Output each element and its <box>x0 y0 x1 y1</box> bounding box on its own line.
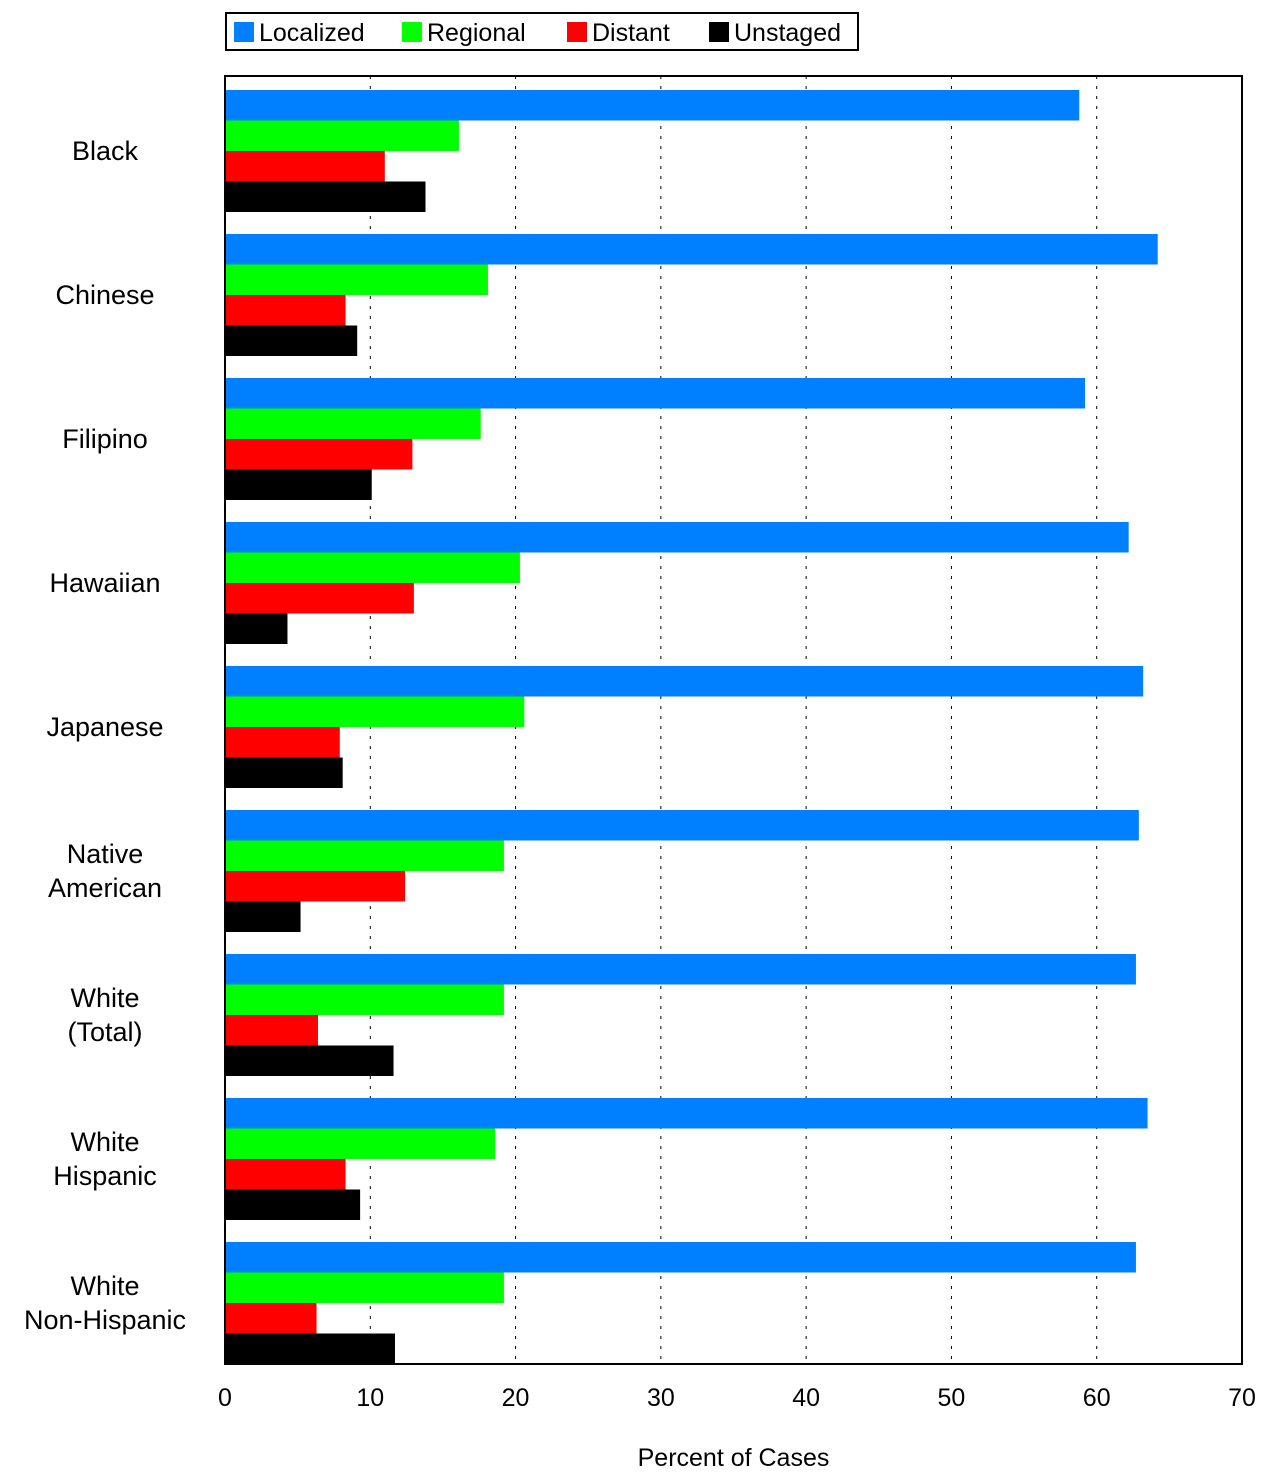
bar-unstaged <box>225 901 301 932</box>
bar-distant <box>225 1015 318 1046</box>
bar-unstaged <box>225 325 358 356</box>
category-label-line: White <box>70 1271 139 1301</box>
x-tick-label: 40 <box>792 1384 820 1412</box>
legend-swatch-unstaged <box>709 22 729 42</box>
x-axis-label: Percent of Cases <box>638 1444 830 1472</box>
legend-label-localized: Localized <box>259 19 365 47</box>
bar-localized <box>225 666 1144 697</box>
x-tick-label: 30 <box>647 1384 675 1412</box>
bar-distant <box>225 1303 317 1334</box>
category-label: Chinese <box>55 280 154 310</box>
legend: Localized Regional Distant Unstaged <box>225 12 859 51</box>
bar-regional <box>225 840 504 871</box>
category-label-line: Chinese <box>55 280 154 310</box>
bar-localized <box>225 90 1080 121</box>
bar-regional <box>225 696 525 727</box>
bar-distant <box>225 439 413 470</box>
bar-distant <box>225 295 346 326</box>
category-label: White Non-Hispanic <box>24 1271 186 1335</box>
bar-distant <box>225 1159 346 1190</box>
category-label-line: Japanese <box>46 712 163 742</box>
bar-unstaged <box>225 1333 395 1364</box>
bar-regional <box>225 264 488 295</box>
bar-localized <box>225 522 1129 553</box>
bar-unstaged <box>225 1189 361 1220</box>
category-label: Japanese <box>46 712 163 742</box>
bar-regional <box>225 408 481 439</box>
bar-distant <box>225 583 414 614</box>
bar-regional <box>225 984 504 1015</box>
category-label: Hawaiian <box>49 568 160 598</box>
x-tick-label: 50 <box>938 1384 966 1412</box>
legend-label-unstaged: Unstaged <box>734 19 841 47</box>
category-label: Black <box>72 136 139 166</box>
bar-localized <box>225 1098 1148 1129</box>
legend-swatch-distant <box>567 22 587 42</box>
bar-distant <box>225 871 406 902</box>
bar-regional <box>225 120 459 151</box>
category-label-line: White <box>70 983 139 1013</box>
legend-box <box>225 12 859 51</box>
x-tick-label: 60 <box>1083 1384 1111 1412</box>
bar-unstaged <box>225 469 372 500</box>
plot-frame <box>224 75 1243 1365</box>
category-label: Filipino <box>62 424 148 454</box>
category-label: Native American <box>48 839 162 903</box>
category-labels: Black Chinese Filipino Hawaiian Japanese Nati… <box>24 136 186 1335</box>
bar-regional <box>225 1128 496 1159</box>
category-label-line: Non-Hispanic <box>24 1305 186 1335</box>
bar-distant <box>225 151 385 182</box>
bar-unstaged <box>225 757 343 788</box>
bar-localized <box>225 378 1086 409</box>
legend-swatch-regional <box>402 22 422 42</box>
category-label-line: American <box>48 873 162 903</box>
bar-localized <box>225 954 1136 985</box>
bar-unstaged <box>225 181 426 212</box>
category-label-line: (Total) <box>67 1017 142 1047</box>
legend-label-distant: Distant <box>592 19 670 47</box>
bar-localized <box>225 234 1158 265</box>
legend-swatch-localized <box>234 22 254 42</box>
x-tick-label: 10 <box>356 1384 384 1412</box>
bar-regional <box>225 1272 504 1303</box>
bar-unstaged <box>225 1045 394 1076</box>
category-label-line: Filipino <box>62 424 148 454</box>
x-tick-label: 0 <box>218 1384 232 1412</box>
category-label: White (Total) <box>67 983 142 1047</box>
bar-localized <box>225 810 1139 841</box>
x-tick-labels: 0 10 20 30 40 50 60 70 <box>218 1384 1256 1412</box>
category-label-line: Hispanic <box>53 1161 157 1191</box>
category-label: White Hispanic <box>53 1127 157 1191</box>
legend-label-regional: Regional <box>427 19 526 47</box>
category-label-line: Native <box>67 839 144 869</box>
bar-regional <box>225 552 520 583</box>
bar-unstaged <box>225 613 288 644</box>
x-tick-label: 20 <box>502 1384 530 1412</box>
x-tick-label: 70 <box>1228 1384 1256 1412</box>
category-label-line: Hawaiian <box>49 568 160 598</box>
bar-distant <box>225 727 340 758</box>
category-label-line: Black <box>72 136 139 166</box>
bars <box>225 90 1158 1364</box>
bar-localized <box>225 1242 1136 1273</box>
category-label-line: White <box>70 1127 139 1157</box>
